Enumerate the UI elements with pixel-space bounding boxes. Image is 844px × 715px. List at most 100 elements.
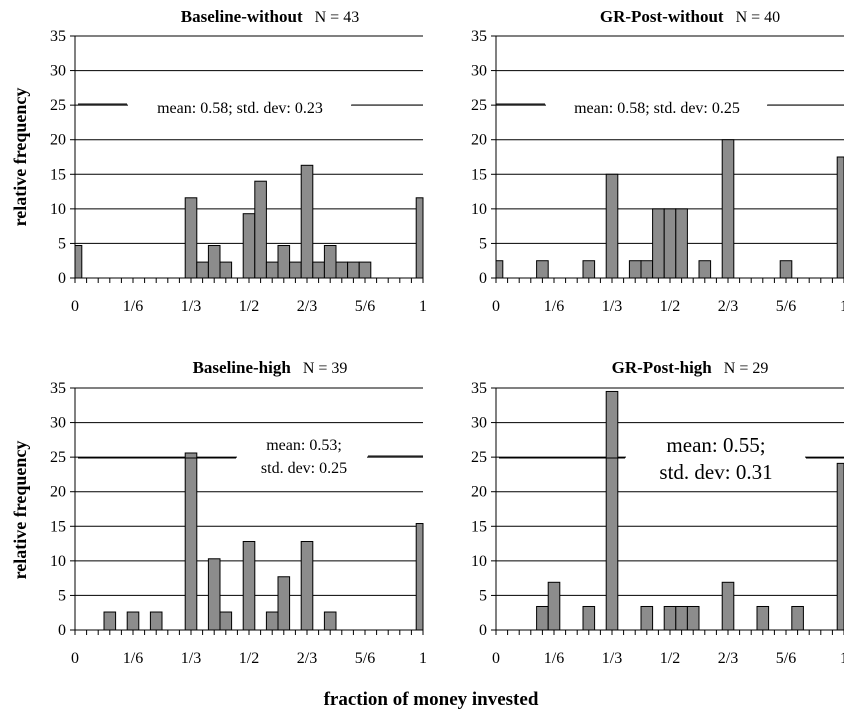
histogram-bar xyxy=(103,611,117,631)
histogram-bar xyxy=(335,261,349,279)
x-tick-label: 1 xyxy=(419,298,427,315)
annotation-text: mean: 0.58; std. dev: 0.23 xyxy=(157,100,323,117)
histogram-bar xyxy=(300,164,314,279)
histogram-bar xyxy=(126,611,140,631)
y-tick-label: 35 xyxy=(50,380,66,397)
histogram-bar xyxy=(675,605,688,631)
y-tick-label: 10 xyxy=(50,553,66,570)
y-tick-label: 35 xyxy=(50,28,66,45)
y-tick-label: 25 xyxy=(50,97,66,114)
x-tick-label: 1/2 xyxy=(660,650,680,667)
x-tick-label: 1/2 xyxy=(239,650,259,667)
histogram-bar xyxy=(547,581,561,631)
y-tick-label: 20 xyxy=(50,132,66,149)
y-tick-label: 25 xyxy=(471,449,487,466)
y-tick-label: 5 xyxy=(58,587,66,604)
histogram-bar xyxy=(675,208,688,279)
histogram-bar xyxy=(686,605,700,631)
x-tick-label: 0 xyxy=(492,298,500,315)
x-tick-label: 5/6 xyxy=(776,298,796,315)
histogram-bar xyxy=(149,611,163,631)
y-tick-label: 0 xyxy=(58,270,66,287)
x-tick-label: 0 xyxy=(71,650,79,667)
histogram-bar xyxy=(323,611,337,631)
panel-title: Baseline-high N = 39 xyxy=(193,358,348,377)
histogram-bar xyxy=(347,261,360,279)
y-tick-label: 15 xyxy=(471,518,487,535)
stats-annotation: mean: 0.58; std. dev: 0.23 xyxy=(78,94,423,119)
y-tick-label: 15 xyxy=(50,518,66,535)
y-tick-label: 0 xyxy=(479,270,487,287)
histogram-bar xyxy=(605,173,619,279)
histogram-bar xyxy=(640,605,654,631)
histogram-bar xyxy=(628,260,642,279)
x-tick-label: 1/3 xyxy=(181,298,201,315)
y-tick-label: 10 xyxy=(471,201,487,218)
annotation-text: mean: 0.55; xyxy=(666,433,765,457)
histogram-bar xyxy=(242,213,256,279)
annotation-text: std. dev: 0.25 xyxy=(261,460,347,477)
histogram-bar xyxy=(300,540,314,631)
x-tick-label: 1 xyxy=(840,298,844,315)
histogram-bar xyxy=(74,245,83,279)
histogram-bar xyxy=(184,197,198,279)
y-tick-label: 35 xyxy=(471,28,487,45)
histogram-panel-3: 0 5 10 15 20 25 30 35 0 1/6 1/3 1/2 2/3 5/6 1 Baseline-… xyxy=(50,358,427,667)
stats-annotation: mean: 0.58; std. dev: 0.25 xyxy=(496,94,844,119)
histogram-bar xyxy=(536,605,549,631)
histogram-bar xyxy=(323,245,337,279)
x-axis-label: fraction of money invested xyxy=(324,689,539,710)
histogram-bar xyxy=(663,208,677,279)
histogram-bar xyxy=(358,261,372,279)
x-tick-label: 0 xyxy=(71,298,79,315)
y-tick-label: 30 xyxy=(50,63,66,80)
histogram-bar xyxy=(184,452,198,631)
x-tick-label: 1/6 xyxy=(544,650,564,667)
y-tick-label: 5 xyxy=(479,235,487,252)
histogram-bar xyxy=(836,462,844,631)
annotation-text: mean: 0.53; xyxy=(266,437,342,454)
histogram-bar xyxy=(582,260,596,279)
histogram-bar xyxy=(640,260,654,279)
x-tick-label: 1/6 xyxy=(544,298,564,315)
x-tick-label: 1 xyxy=(419,650,427,667)
histogram-bar xyxy=(312,261,325,279)
y-tick-label: 0 xyxy=(479,622,487,639)
annotation-text: mean: 0.58; std. dev: 0.25 xyxy=(574,100,740,117)
y-tick-label: 20 xyxy=(471,132,487,149)
x-tick-label: 0 xyxy=(492,650,500,667)
histogram-bar xyxy=(779,260,793,279)
histogram-bar xyxy=(721,581,735,631)
y-tick-label: 20 xyxy=(471,484,487,501)
y-tick-label: 10 xyxy=(471,553,487,570)
y-tick-label: 0 xyxy=(58,622,66,639)
y-tick-label: 10 xyxy=(50,201,66,218)
x-tick-label: 2/3 xyxy=(718,298,738,315)
histogram-bar xyxy=(196,261,209,279)
histogram-bar xyxy=(721,139,735,279)
histogram-bar xyxy=(495,260,504,279)
annotation-background xyxy=(237,431,367,479)
y-axis-label-bottom: relative frequency xyxy=(10,441,30,580)
y-tick-label: 15 xyxy=(50,166,66,183)
histogram-bar xyxy=(836,156,844,279)
y-tick-label: 30 xyxy=(471,63,487,80)
x-tick-label: 1/6 xyxy=(123,298,143,315)
histogram-bar xyxy=(265,261,279,279)
y-tick-label: 15 xyxy=(471,166,487,183)
y-tick-label: 25 xyxy=(471,97,487,114)
x-tick-label: 2/3 xyxy=(297,650,317,667)
histogram-bar xyxy=(265,611,279,631)
histogram-bar xyxy=(415,523,424,631)
annotation-background xyxy=(546,94,767,119)
histogram-bar xyxy=(242,540,256,631)
x-tick-label: 5/6 xyxy=(355,650,375,667)
annotation-background xyxy=(128,94,351,119)
x-tick-label: 2/3 xyxy=(297,298,317,315)
histogram-panel-1: 0 5 10 15 20 25 30 35 0 1/6 1/3 1/2 2/3 5/6 1 Baseline-… xyxy=(50,7,427,315)
histogram-bar xyxy=(207,558,221,631)
x-tick-label: 1 xyxy=(840,650,844,667)
histogram-panel-4: 0 5 10 15 20 25 30 35 0 1/6 1/3 1/2 2/3 5/6 1 GR-Post-h… xyxy=(471,358,844,667)
y-tick-label: 25 xyxy=(50,449,66,466)
